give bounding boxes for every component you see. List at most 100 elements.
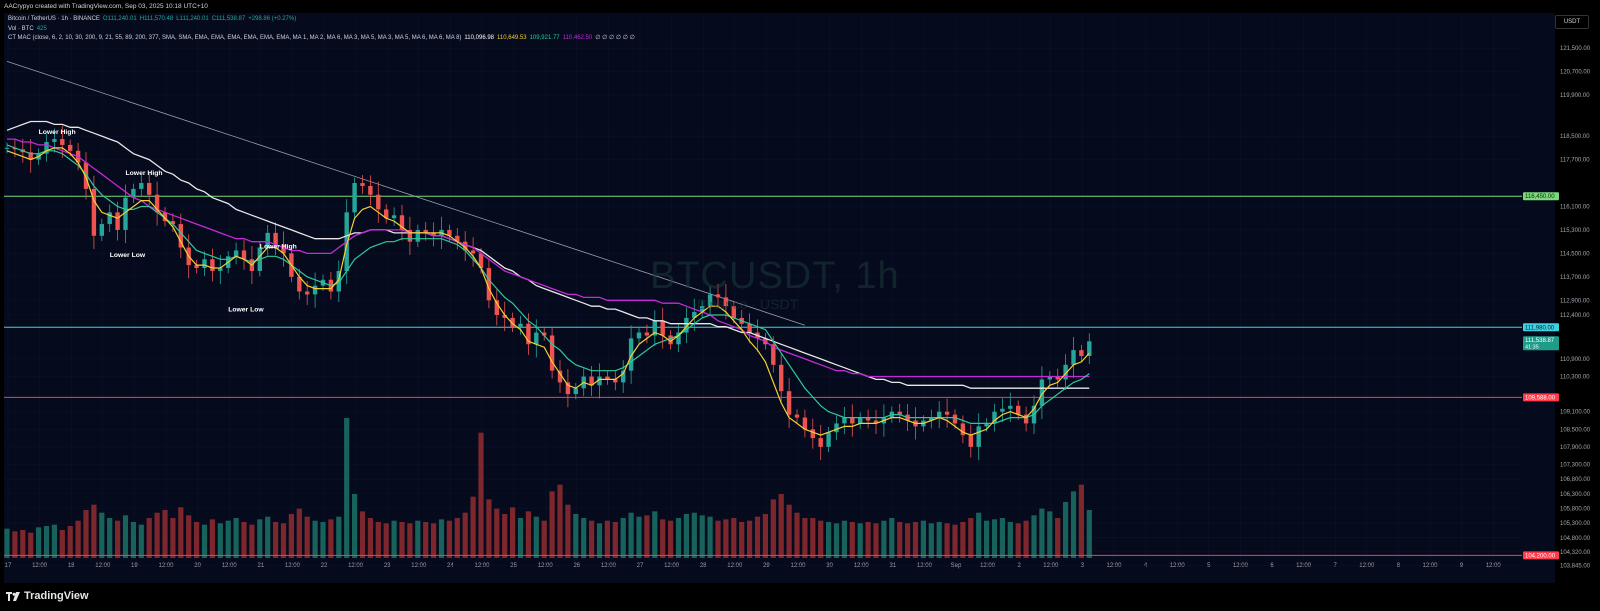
candle-body [360, 183, 365, 186]
candle-body [178, 224, 183, 248]
legend-volume-row[interactable]: Vol · BTC 425 [8, 25, 635, 35]
volume-bar [486, 499, 492, 558]
candle-body [668, 335, 673, 345]
candle-body [194, 265, 199, 269]
candle-body [281, 244, 286, 254]
volume-bar [857, 523, 863, 558]
price-tag-bg [1523, 323, 1559, 332]
candle-body [858, 417, 863, 424]
candle-body [542, 332, 547, 336]
candle-body [937, 411, 942, 418]
candle-body [510, 317, 515, 327]
y-tick-label: 107,300.00 [1560, 462, 1591, 468]
y-tick-label: 120,700.00 [1560, 70, 1591, 76]
candle-body [802, 417, 808, 430]
legend-volume-label: Vol · BTC [8, 25, 34, 32]
volume-bar [1063, 502, 1069, 558]
candle-body [407, 229, 413, 242]
legend-change: +298.86 (+0.27%) [248, 16, 297, 22]
candle-body [692, 312, 697, 318]
currency-selector[interactable]: USDT [1555, 15, 1589, 29]
volume-bar [1015, 523, 1021, 558]
candle-body [652, 320, 657, 336]
volume-bar [122, 515, 129, 558]
candle-body [518, 323, 523, 327]
tradingview-logo[interactable]: TradingView [6, 590, 89, 602]
candle-body [676, 332, 681, 345]
candle-body [28, 152, 33, 160]
volume-bar [928, 523, 934, 558]
candle-body [842, 417, 847, 424]
volume-bar [375, 522, 381, 558]
volume-bar [130, 522, 136, 558]
x-tick-label: 31 [889, 563, 896, 569]
volume-bar [320, 522, 326, 558]
x-tick-label: 8 [1397, 563, 1401, 569]
y-tick-label: 104,800.00 [1560, 536, 1591, 542]
volume-bar [912, 522, 919, 558]
volume-bar [241, 522, 247, 558]
volume-bar [675, 518, 682, 558]
x-tick-label: 12:00 [285, 563, 301, 569]
volume-bar [415, 520, 421, 558]
volume-bar [146, 518, 152, 558]
candle-body [431, 232, 436, 236]
volume-bar [312, 520, 318, 558]
volume-bar [549, 491, 555, 558]
candle-body [352, 183, 357, 213]
volume-bar [4, 528, 10, 558]
candle-body [218, 268, 223, 271]
volume-bar [841, 520, 847, 558]
candle-body [44, 141, 49, 154]
candle-body [210, 259, 215, 271]
price-tag-bg [1523, 192, 1559, 201]
volume-bar [936, 522, 942, 558]
x-tick-label: 12:00 [95, 563, 111, 569]
y-tick-label: 112,900.00 [1560, 298, 1590, 304]
candle-body [312, 285, 318, 295]
volume-bar [20, 530, 26, 558]
volume-bar [541, 520, 547, 558]
candle-body [818, 438, 823, 447]
legend-symbol-row[interactable]: Bitcoin / TetherUS · 1h · BINANCE O111,2… [8, 15, 635, 25]
legend-mac-row[interactable]: CT MAC (close, 6, 2, 10, 30, 200, 9, 21,… [8, 34, 635, 44]
volume-bar [478, 432, 484, 558]
y-tick-label: 106,800.00 [1560, 477, 1591, 483]
volume-bar [999, 518, 1005, 558]
volume-bar [533, 516, 539, 558]
volume-bar [699, 515, 705, 558]
y-tick-label: 110,300.00 [1560, 375, 1590, 381]
legend-mac-v1: 110,096.98 [464, 35, 494, 41]
volume-bar [565, 504, 571, 558]
volume-bar [770, 499, 776, 558]
price-tag-bg [1523, 393, 1559, 402]
trendline [6, 60, 806, 326]
candle-body [107, 212, 112, 225]
candle-body [810, 429, 815, 439]
volume-bar [794, 512, 800, 558]
candle-body [494, 300, 499, 315]
volume-bar [280, 523, 287, 558]
volume-bar [383, 523, 389, 558]
volume-bar [731, 518, 737, 558]
x-tick-label: 12:00 [1359, 563, 1375, 569]
x-tick-label: 12:00 [790, 563, 806, 569]
volume-bar [186, 515, 192, 558]
volume-bar [162, 510, 168, 558]
candle-body [597, 376, 602, 386]
candle-body [660, 320, 665, 336]
candle-body [368, 185, 373, 195]
chart-area[interactable] [4, 13, 1555, 583]
volume-bar [367, 518, 373, 558]
x-tick-label: 12:00 [854, 563, 870, 569]
candle-body [992, 411, 997, 424]
x-tick-label: 23 [384, 563, 391, 569]
price-tag-label: 109,588.00 [1525, 395, 1556, 401]
candle-body [747, 323, 752, 333]
x-tick-label: 12:00 [32, 563, 48, 569]
y-tick-label: 118,500.00 [1560, 134, 1590, 140]
volume-bar [897, 522, 903, 558]
volume-bar [391, 520, 397, 558]
candle-body [170, 221, 176, 225]
